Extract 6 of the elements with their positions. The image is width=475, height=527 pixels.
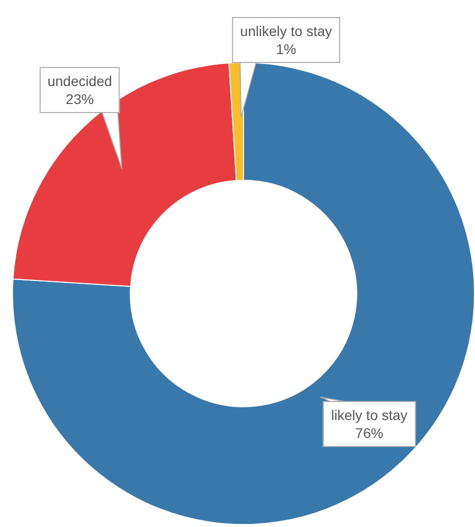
data-label: 23% xyxy=(66,90,94,107)
slice-label: likely to stay xyxy=(331,406,408,423)
data-label: 76% xyxy=(355,424,384,441)
slice-label: undecided xyxy=(47,72,112,89)
slice-label: unlikely to stay xyxy=(240,23,332,40)
data-label: 1% xyxy=(276,41,296,58)
